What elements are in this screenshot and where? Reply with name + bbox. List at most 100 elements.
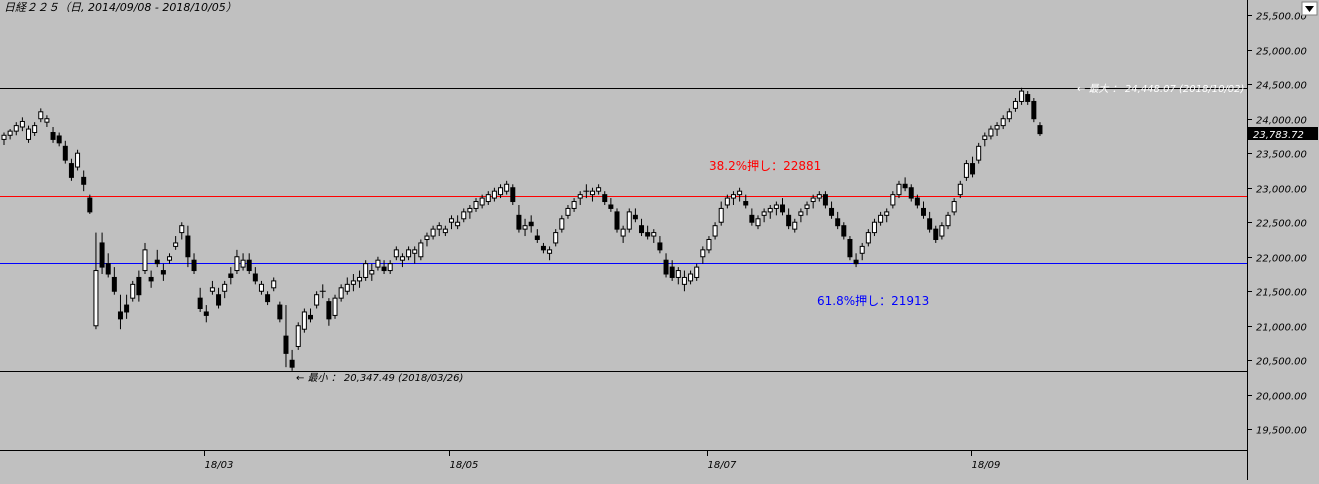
candle-body-up [338,287,344,299]
candle-body-down [160,270,166,275]
candle [216,287,222,309]
candle [994,122,1000,136]
candle [62,140,68,164]
candle-body-down [657,242,663,251]
candle [878,211,884,226]
candle [871,218,877,237]
candle [277,301,283,323]
candle [957,180,963,199]
candle [350,274,356,292]
candle-body-down [326,301,332,320]
candle-body-down [99,242,105,268]
candle [203,305,209,323]
candle-body-down [853,259,859,265]
candle-body-up [651,232,657,237]
candle-body-up [473,201,479,209]
candle-body-down [124,304,130,313]
y-tick-label: 24,500.00 [1256,81,1307,92]
candle-body-up [491,190,497,199]
triangle-down-icon [1305,6,1314,12]
candle-body-up [301,311,307,330]
candle [93,232,99,330]
candle-body-up [865,232,871,244]
candle-body-up [1006,111,1012,120]
x-tick-label: 18/03 [205,460,234,471]
candle [651,229,657,243]
candle [688,270,694,285]
candle-body-up [951,201,957,213]
candle-body-up [522,225,528,230]
candle-body-up [7,130,13,136]
candle-body-up [871,221,877,234]
candle [755,215,761,230]
candle-body-down [1037,125,1043,135]
candle-body-up [295,325,301,347]
y-tick-label: 19,500.00 [1256,426,1307,437]
y-tick-label: 20,500.00 [1256,357,1307,368]
candle-body-up [957,183,963,196]
candle [1025,91,1031,105]
candle [528,215,534,233]
candle [228,267,234,285]
candle [908,184,914,202]
candle [381,260,387,275]
x-axis: 18/03 18/05 18/07 18/09 [0,450,1247,471]
candle-body-up [461,211,467,220]
candle-body-down [663,259,669,275]
candle [136,270,142,302]
x-tick-label: 18/09 [972,460,1001,471]
candle [448,215,454,230]
candle [32,122,38,136]
candle-body-up [179,225,185,234]
candle-body-up [626,211,632,230]
candle [675,267,681,285]
candle [13,122,19,136]
candle [222,280,228,299]
candle [810,194,816,209]
candle [142,242,148,275]
candle-body-down [970,163,976,175]
candle [596,184,602,195]
candle [951,198,957,216]
candle [99,232,105,275]
candle-body-up [1000,118,1006,127]
candle [620,225,626,243]
candle [694,263,700,281]
candle-body-up [130,283,136,299]
candle-body-down [516,214,522,230]
candle-body-down [780,204,786,213]
scroll-down-button[interactable] [1301,1,1318,16]
candle-body-up [976,145,982,161]
candle [418,239,424,261]
candle-body-up [387,263,393,272]
candle [87,194,93,214]
candle [822,191,828,209]
candle [657,236,663,254]
candle [105,253,111,278]
candle [540,242,546,254]
candle-body-up [344,283,350,292]
candle-body-up [577,194,583,199]
candle-body-up [406,249,412,258]
candle-body-down [87,197,93,213]
candle [455,215,461,230]
candle-body-up [240,259,246,268]
candle-body-up [32,125,38,134]
candle-body-up [688,273,694,282]
candle-body-up [737,190,743,196]
candle-body-up [222,283,228,292]
candle [185,225,191,268]
candle [314,291,320,309]
candle [308,308,313,323]
candle [424,232,430,247]
candle [773,201,779,216]
candle-body-up [448,218,454,223]
candle-body-up [234,256,240,272]
candle [283,305,289,368]
price-lines [0,88,1247,372]
candle-body-up [681,276,687,285]
candle [111,267,117,295]
candle [160,263,166,281]
candle-body-up [994,125,1000,130]
